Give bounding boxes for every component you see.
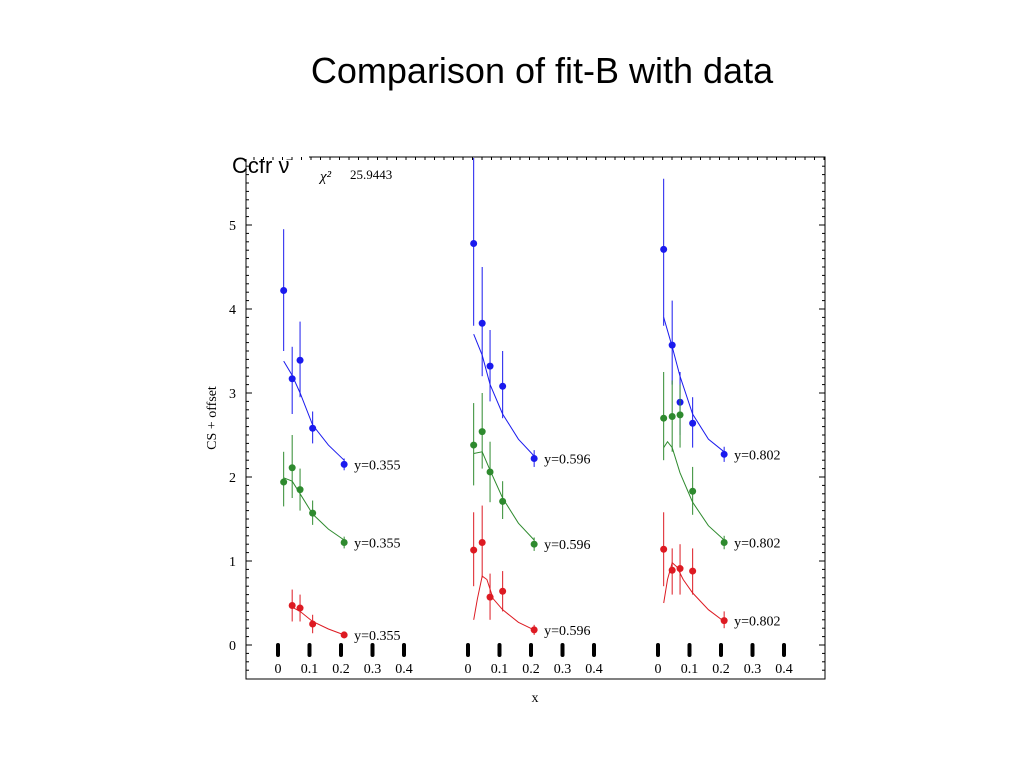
x-tick-label: 0 <box>275 662 282 677</box>
x-tick-label: 0.3 <box>744 662 762 677</box>
fit-curve-middle <box>473 451 535 541</box>
y-tick-label: 2 <box>229 471 236 486</box>
data-point <box>470 546 478 554</box>
data-point <box>288 602 296 610</box>
data-point <box>660 414 668 422</box>
y-tick-label: 5 <box>229 219 236 234</box>
series-label: y=0.355 <box>354 458 400 473</box>
x-tick-label: 0.3 <box>554 662 572 677</box>
fit-curve-upper <box>663 317 725 453</box>
x-tick-label: 0.1 <box>681 662 699 677</box>
x-tick-label: 0.2 <box>332 662 350 677</box>
data-point <box>660 245 668 253</box>
data-point <box>340 460 348 468</box>
data-point <box>486 468 494 476</box>
data-point <box>689 419 697 427</box>
data-layer <box>280 158 728 639</box>
data-point <box>660 545 668 553</box>
axes: 0 1 2 3 4 5 CS + offset x 0 0.1 0.2 0.3 0.4 0 0.1 0.2 0.… <box>205 157 825 706</box>
data-point <box>309 620 317 628</box>
series-label: y=0.596 <box>544 624 590 639</box>
plot-border <box>245 156 826 680</box>
data-point <box>288 375 296 383</box>
data-point <box>689 567 697 575</box>
data-point <box>478 319 486 327</box>
x-axis-label: x <box>532 691 539 706</box>
data-point <box>296 486 304 494</box>
data-point <box>470 239 478 247</box>
fit-curve-lower <box>473 575 535 631</box>
data-point <box>280 287 288 295</box>
chi-square-value: 25.9443 <box>350 167 392 182</box>
fit-curve-middle <box>283 477 345 541</box>
y-tick-label: 3 <box>229 387 236 402</box>
data-point <box>486 362 494 370</box>
y-tick-label: 0 <box>229 639 236 654</box>
fit-curve-upper <box>473 334 535 457</box>
fit-curve-middle <box>663 440 725 541</box>
x-tick-label: 0 <box>465 662 472 677</box>
slide-title: Comparison of fit-B with data <box>310 50 774 91</box>
data-point <box>470 441 478 449</box>
data-point <box>340 631 348 639</box>
x-tick-label: 0.1 <box>491 662 509 677</box>
data-point <box>499 497 507 505</box>
data-point <box>689 487 697 495</box>
series-label: y=0.355 <box>354 537 400 552</box>
data-point <box>478 428 486 436</box>
data-point <box>499 587 507 595</box>
plot-frame <box>245 155 826 680</box>
data-point <box>530 455 538 463</box>
data-point <box>668 413 676 421</box>
data-point <box>668 341 676 349</box>
data-point <box>530 626 538 634</box>
x-tick-label: 0.1 <box>301 662 319 677</box>
x-tick-label: 0.4 <box>775 662 793 677</box>
data-point <box>478 539 486 547</box>
data-point <box>296 356 304 364</box>
series-label: y=0.802 <box>734 615 780 630</box>
y-tick-label: 4 <box>229 303 236 318</box>
x-tick-label: 0.2 <box>522 662 540 677</box>
series-label: y=0.355 <box>354 629 400 644</box>
data-point <box>676 565 684 573</box>
data-point <box>309 424 317 432</box>
data-point <box>288 464 296 472</box>
series-label: y=0.596 <box>544 453 590 468</box>
x-tick-label: 0.2 <box>712 662 730 677</box>
series-label: y=0.802 <box>734 537 780 552</box>
x-tick-label: 0.3 <box>364 662 382 677</box>
data-point <box>309 509 317 517</box>
chi-square-symbol: χ² <box>318 169 332 185</box>
series-label: y=0.802 <box>734 448 780 463</box>
y-tick-label: 1 <box>229 555 236 570</box>
data-point <box>340 539 348 547</box>
series-label: y=0.596 <box>544 538 590 553</box>
data-point <box>668 566 676 574</box>
data-point <box>486 593 494 601</box>
text-layer: χ² 25.9443 y=0.355 y=0.355 y=0.355 y=0.596 y=0… <box>318 167 781 644</box>
data-point <box>296 604 304 612</box>
x-tick-label: 0.4 <box>585 662 603 677</box>
x-tick-label: 0.4 <box>395 662 413 677</box>
data-point <box>720 450 728 458</box>
data-point <box>280 478 288 486</box>
fit-curve-upper <box>283 360 345 461</box>
data-point <box>720 539 728 547</box>
x-tick-label: 0 <box>655 662 662 677</box>
data-point <box>530 540 538 548</box>
data-point <box>676 411 684 419</box>
data-point <box>499 382 507 390</box>
border-gap <box>245 155 309 159</box>
y-axis-label: CS + offset <box>205 386 220 450</box>
data-point <box>720 617 728 625</box>
